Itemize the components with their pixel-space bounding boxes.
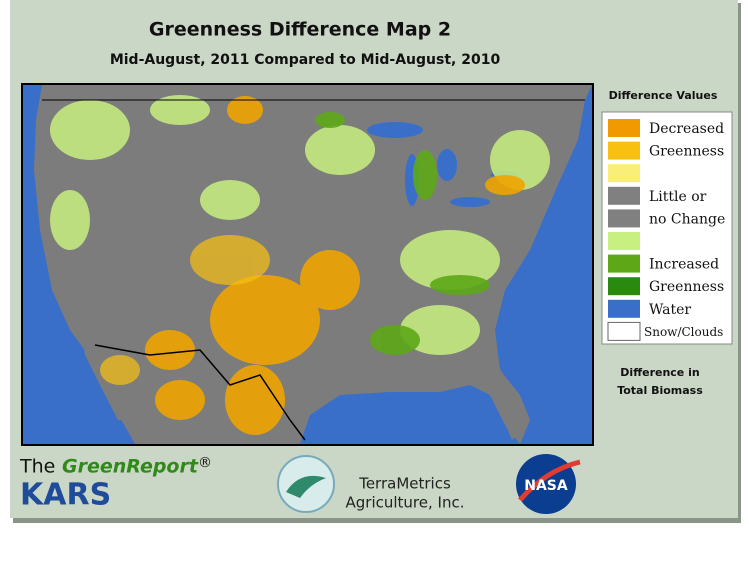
legend-label: no Change — [649, 211, 725, 227]
footer-mark: ® — [198, 455, 212, 471]
footer-brand: GreenReport — [62, 456, 199, 478]
border-mexico — [94, 344, 306, 441]
orange-areas — [145, 96, 525, 435]
atlantic — [495, 85, 592, 444]
title: Greenness Difference Map 2 — [149, 19, 451, 41]
legend-swatch — [608, 209, 640, 228]
legend-rows: Decreased Greenness Little or no Change Incr… — [607, 119, 725, 341]
legend-swatch — [608, 186, 640, 205]
lake-huron — [437, 149, 457, 181]
florida — [478, 340, 522, 440]
terrametrics-swoosh — [286, 475, 326, 498]
legend-label: Increased — [649, 257, 719, 273]
lake-erie — [450, 197, 490, 207]
footer-prefix: The — [19, 456, 55, 478]
legend-label: Greenness — [649, 144, 724, 160]
legend-caption: Difference in — [620, 366, 699, 379]
subtitle: Mid-August, 2011 Compared to Mid-August,… — [110, 52, 501, 68]
legend-label: Decreased — [649, 121, 724, 137]
legend-label: Little or — [649, 189, 707, 205]
legend-swatch — [608, 141, 640, 160]
dark-green-areas — [315, 112, 490, 355]
green-areas — [50, 95, 550, 355]
legend-swatch — [608, 232, 640, 250]
legend-swatch — [608, 254, 640, 273]
company: TerraMetrics — [358, 475, 451, 493]
legend-title: Difference Values — [609, 89, 718, 102]
legend-swatch — [608, 164, 640, 183]
legend-label: Water — [649, 302, 691, 318]
legend-caption: Total Biomass — [617, 384, 703, 397]
nasa-vector — [518, 459, 581, 502]
yellow-areas — [100, 235, 270, 385]
legend-swatch — [607, 321, 641, 341]
legend-swatch — [608, 299, 640, 318]
legend-swatch — [608, 119, 640, 137]
company: Agriculture, Inc. — [346, 494, 465, 512]
legend-label: Snow/Clouds — [644, 325, 723, 339]
nasa-text: NASA — [524, 478, 568, 494]
map — [21, 83, 594, 446]
lake-superior — [367, 122, 423, 138]
gulf — [300, 385, 520, 444]
legend-swatch — [608, 277, 640, 296]
legend-label: Greenness — [649, 279, 724, 295]
pacific — [23, 85, 135, 444]
footer-org: KARS — [20, 478, 111, 513]
